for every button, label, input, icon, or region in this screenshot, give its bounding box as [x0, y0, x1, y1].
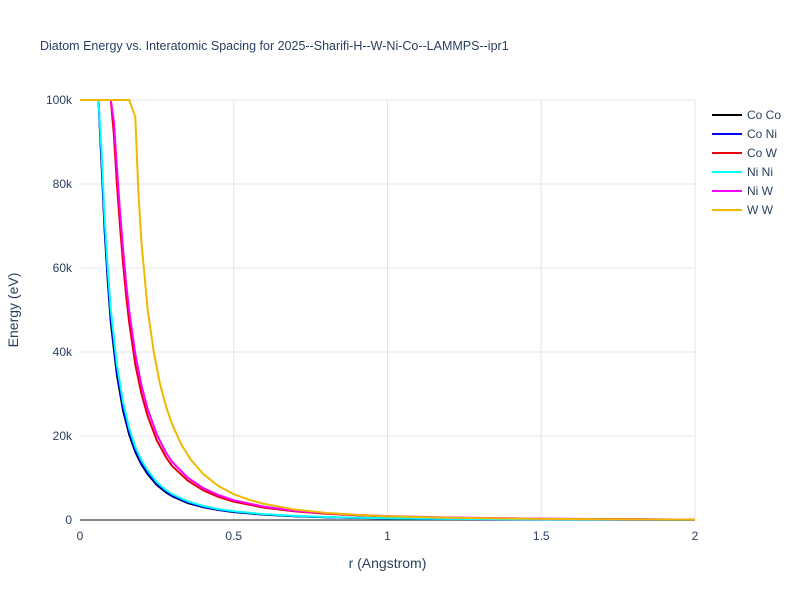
series-lines [80, 99, 695, 521]
legend-label: Co Co [747, 108, 781, 122]
y-tick-label: 100k [46, 93, 73, 107]
y-axis-title: Energy (eV) [5, 273, 21, 348]
y-tick-label: 0 [65, 513, 72, 527]
legend-item[interactable]: Co W [712, 146, 778, 160]
series-line-ni-ni [97, 99, 695, 521]
x-tick-label: 0.5 [225, 529, 242, 543]
x-tick-label: 2 [692, 529, 699, 543]
y-tick-label: 40k [53, 345, 73, 359]
y-tick-label: 80k [53, 177, 73, 191]
x-tick-label: 1.5 [533, 529, 550, 543]
legend-item[interactable]: W W [712, 203, 774, 217]
legend-label: Co W [747, 146, 778, 160]
legend: Co Co Co Ni Co W Ni Ni Ni W W W [712, 108, 781, 217]
legend-label: Ni W [747, 184, 774, 198]
y-tick-label: 20k [53, 429, 73, 443]
legend-item[interactable]: Ni Ni [712, 165, 773, 179]
series-line-w-w [80, 99, 695, 521]
x-tick-label: 1 [384, 529, 391, 543]
legend-item[interactable]: Ni W [712, 184, 774, 198]
chart-title: Diatom Energy vs. Interatomic Spacing fo… [40, 39, 509, 53]
legend-item[interactable]: Co Co [712, 108, 781, 122]
legend-item[interactable]: Co Ni [712, 127, 777, 141]
legend-label: W W [747, 203, 774, 217]
legend-label: Co Ni [747, 127, 777, 141]
grid [80, 99, 696, 520]
x-axis-title: r (Angstrom) [349, 555, 427, 571]
legend-label: Ni Ni [747, 165, 773, 179]
y-tick-label: 60k [53, 261, 73, 275]
x-tick-label: 0 [77, 529, 84, 543]
